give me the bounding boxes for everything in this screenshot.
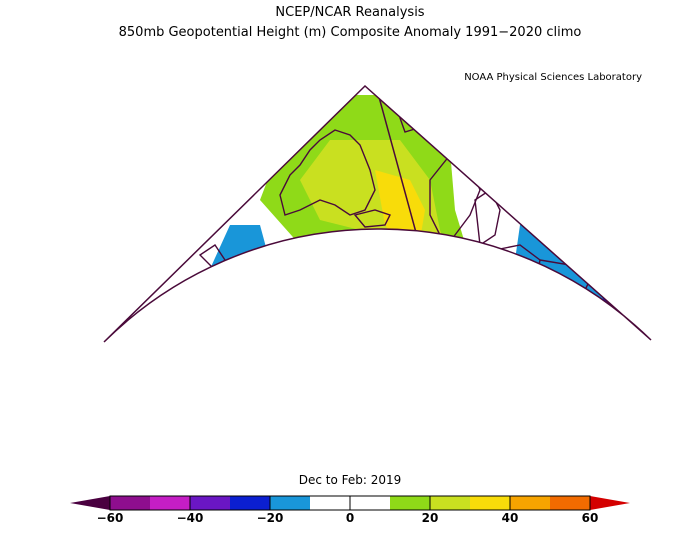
colorbar-segment [270, 496, 311, 510]
map-title: NCEP/NCAR Reanalysis [275, 5, 425, 20]
colorbar-tick-label: 0 [345, 511, 355, 525]
colorbar-segment [390, 496, 431, 510]
colorbar-left-cap [70, 496, 110, 510]
season-label: Dec to Feb: 2019 [298, 473, 402, 487]
colorbar-tick-label: −60 [96, 511, 124, 525]
colorbar-tick-label: 40 [501, 511, 519, 525]
yellow-anomaly-core-north [375, 170, 425, 245]
colorbar-segment [510, 496, 551, 510]
colorbar-tick-label: −20 [256, 511, 284, 525]
colorbar-tick-label: 60 [581, 511, 599, 525]
colorbar-segment [110, 496, 151, 510]
colorbar-tick-label: −40 [176, 511, 204, 525]
colorbar-segment [310, 496, 351, 510]
credit-label: NOAA Physical Sciences Laboratory [464, 72, 642, 83]
colorbar-segment [430, 496, 471, 510]
colorbar-tick-label: 20 [421, 511, 439, 525]
colorbar-segment [150, 496, 191, 510]
map-subtitle: 850mb Geopotential Height (m) Composite … [118, 25, 582, 40]
colorbar-segment [190, 496, 231, 510]
colorbar-segment [470, 496, 511, 510]
colorbar-segment [230, 496, 271, 510]
colorbar-segment [550, 496, 591, 510]
map-frame [103, 84, 652, 343]
colorbar-segment [350, 496, 391, 510]
colorbar-right-cap [590, 496, 630, 510]
